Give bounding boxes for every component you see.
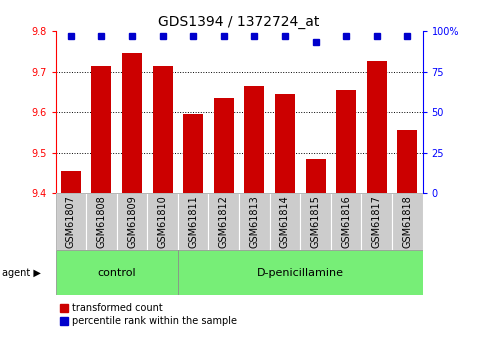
Bar [61, 171, 81, 193]
Bar [270, 193, 300, 250]
Text: GSM61810: GSM61810 [157, 195, 168, 248]
Bar [178, 250, 423, 295]
Bar [147, 193, 178, 250]
Bar [306, 159, 326, 193]
Text: control: control [98, 268, 136, 277]
Bar [56, 193, 86, 250]
Bar [183, 114, 203, 193]
Bar [178, 193, 209, 250]
Text: GSM61811: GSM61811 [188, 195, 198, 248]
Text: GSM61817: GSM61817 [372, 195, 382, 248]
Bar [239, 193, 270, 250]
Bar [122, 53, 142, 193]
Bar [86, 193, 117, 250]
Bar [214, 98, 234, 193]
Bar [209, 193, 239, 250]
Text: GSM61812: GSM61812 [219, 195, 229, 248]
Bar [275, 94, 295, 193]
Bar [300, 193, 331, 250]
Text: D-penicillamine: D-penicillamine [257, 268, 344, 277]
Bar [153, 66, 172, 193]
Bar [398, 130, 417, 193]
Text: GSM61807: GSM61807 [66, 195, 76, 248]
Legend: transformed count, percentile rank within the sample: transformed count, percentile rank withi… [60, 303, 237, 326]
Text: GSM61809: GSM61809 [127, 195, 137, 248]
Text: GSM61816: GSM61816 [341, 195, 351, 248]
Text: GSM61813: GSM61813 [249, 195, 259, 248]
Bar [336, 90, 356, 193]
Text: GSM61815: GSM61815 [311, 195, 321, 248]
Text: GSM61808: GSM61808 [97, 195, 106, 248]
Text: GSM61818: GSM61818 [402, 195, 412, 248]
Text: GSM61814: GSM61814 [280, 195, 290, 248]
Bar [367, 61, 387, 193]
Bar [361, 193, 392, 250]
Bar [392, 193, 423, 250]
Bar [56, 250, 178, 295]
Bar [91, 66, 112, 193]
Text: agent ▶: agent ▶ [2, 268, 41, 277]
Title: GDS1394 / 1372724_at: GDS1394 / 1372724_at [158, 14, 320, 29]
Bar [244, 86, 264, 193]
Bar [117, 193, 147, 250]
Bar [331, 193, 361, 250]
